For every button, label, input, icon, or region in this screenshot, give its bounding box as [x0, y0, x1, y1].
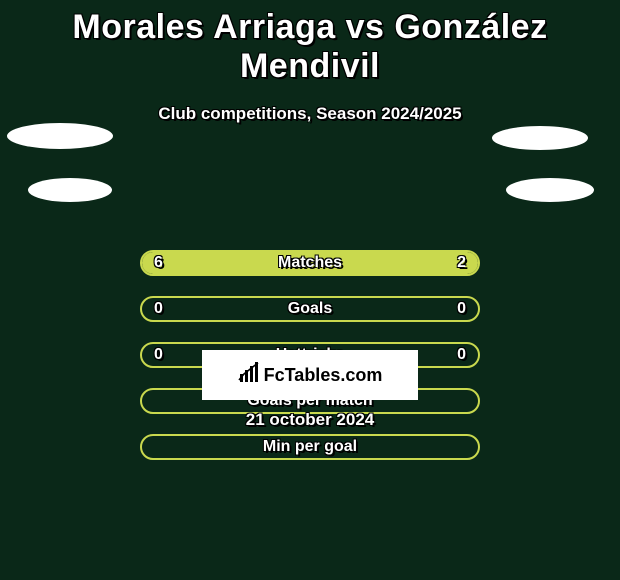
- player-photo-placeholder: [492, 126, 588, 150]
- stat-value-left: 0: [154, 300, 163, 318]
- stat-label: Goals: [142, 300, 478, 318]
- subtitle: Club competitions, Season 2024/2025: [0, 104, 620, 124]
- brand-logo-box: FcTables.com: [202, 350, 418, 400]
- stat-value-right: 0: [457, 300, 466, 318]
- report-date: 21 october 2024: [0, 410, 620, 430]
- comparison-infographic: Morales Arriaga vs González Mendivil Clu…: [0, 0, 620, 580]
- bar-chart-icon: [238, 362, 260, 389]
- stat-bar-left: [142, 252, 384, 274]
- stat-bar-right: [384, 252, 478, 274]
- stat-row: Matches62: [140, 250, 480, 276]
- stat-value-right: 0: [457, 346, 466, 364]
- page-title: Morales Arriaga vs González Mendivil: [0, 0, 620, 86]
- stat-label: Min per goal: [142, 438, 478, 456]
- stat-row: Goals0 0: [140, 296, 480, 322]
- player-photo-placeholder: [28, 178, 112, 202]
- stat-value-left: 0: [154, 346, 163, 364]
- brand-name: FcTables.com: [264, 365, 383, 386]
- player-photo-placeholder: [506, 178, 594, 202]
- player-photo-placeholder: [7, 123, 113, 149]
- stat-row: Min per goal: [140, 434, 480, 460]
